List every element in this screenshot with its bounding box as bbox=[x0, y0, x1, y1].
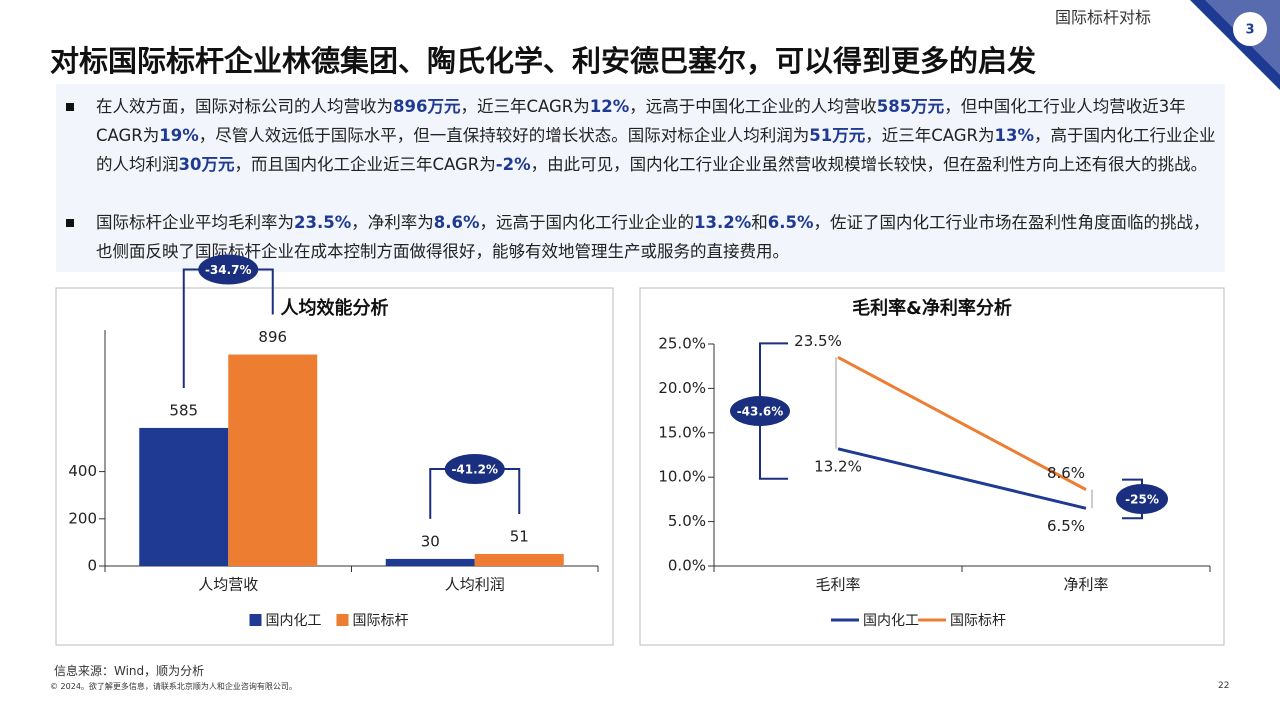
y-tick-label: 400 bbox=[68, 462, 97, 480]
annotation-pill bbox=[730, 396, 790, 427]
chart-frame bbox=[55, 287, 614, 646]
chart-title: 毛利率&净利率分析 bbox=[852, 297, 1012, 319]
highlight: 13.2% bbox=[694, 213, 752, 232]
y-tick-label: 25.0% bbox=[658, 335, 706, 353]
data-label: 8.6% bbox=[1047, 464, 1085, 482]
highlight: 6.5% bbox=[767, 213, 814, 232]
highlight: 13% bbox=[994, 126, 1035, 145]
line bbox=[837, 355, 1087, 491]
text: ，远高于中国化工企业的人均营收 bbox=[629, 97, 877, 116]
y-tick-label: 10.0% bbox=[658, 468, 706, 486]
highlight: 8.6% bbox=[433, 213, 480, 232]
data-label: 585 bbox=[169, 401, 198, 419]
text: ，由此可见，国内化工行业企业虽然营收规模增长较快，但在盈利性方向上还有很大的挑战… bbox=[530, 155, 1208, 174]
legend-swatch bbox=[249, 614, 262, 626]
bar bbox=[228, 354, 318, 566]
y-tick-label: 0.0% bbox=[668, 557, 706, 575]
bullet-box: 在人效方面，国际对标公司的人均营收为896万元，近三年CAGR为12%，远高于中… bbox=[56, 84, 1225, 272]
annotation-pill bbox=[1116, 483, 1168, 514]
chart-frame bbox=[639, 287, 1225, 646]
source: 信息来源：Wind，顺为分析 bbox=[54, 664, 205, 678]
text: ，佐证了国内化工行业市场在盈利性角度面临的挑战，也侧面反映了国际标杆企业在成本控… bbox=[96, 213, 1210, 261]
text: 国际标杆企业平均毛利率为 bbox=[96, 213, 294, 232]
text: ，尽管人效远低于国际水平，但一直保持较好的增长状态。国际对标企业人均利润为 bbox=[198, 126, 810, 145]
annotation: -25% bbox=[1125, 492, 1159, 506]
annotation-pill bbox=[198, 254, 259, 285]
footer: © 2024。欲了解更多信息，请联系北京顺为人和企业咨询有限公司。 bbox=[50, 682, 297, 691]
highlight: 30万元 bbox=[178, 155, 235, 174]
badge: 3 bbox=[1245, 23, 1254, 38]
highlight: 12% bbox=[589, 97, 630, 116]
highlight: 19% bbox=[159, 126, 199, 145]
text: ，而且国内化工企业近三年CAGR为 bbox=[234, 155, 496, 174]
y-tick-label: 200 bbox=[68, 509, 97, 527]
x-tick-label: 人均利润 bbox=[445, 576, 505, 594]
slide-title: 对标国际标杆企业林德集团、陶氏化学、利安德巴塞尔，可以得到更多的启发 bbox=[50, 44, 1037, 78]
annotation: -41.2% bbox=[451, 462, 498, 476]
data-label: 51 bbox=[510, 527, 529, 545]
text: ，高于国内化工行业企业的人均利润 bbox=[96, 126, 1216, 174]
data-label: 896 bbox=[258, 328, 287, 346]
highlight: -2% bbox=[495, 155, 531, 174]
page-number: 22 bbox=[1218, 681, 1230, 691]
x-tick-label: 人均营收 bbox=[198, 576, 258, 594]
annotation: -43.6% bbox=[737, 405, 784, 419]
data-label: 23.5% bbox=[794, 332, 842, 350]
text: 在人效方面，国际对标公司的人均营收为 bbox=[96, 97, 393, 116]
highlight: 51万元 bbox=[809, 126, 866, 145]
legend-label: 国际标杆 bbox=[950, 613, 1006, 629]
y-tick-label: 0 bbox=[87, 557, 97, 575]
annotation: -34.7% bbox=[205, 263, 252, 277]
highlight: 23.5% bbox=[294, 213, 352, 232]
x-tick-label: 毛利率 bbox=[815, 576, 860, 594]
y-tick-label: 5.0% bbox=[668, 512, 706, 530]
highlight: 585万元 bbox=[876, 97, 945, 116]
bullet: 在人效方面，国际对标公司的人均营收为896万元，近三年CAGR为12%，远高于中… bbox=[66, 92, 1216, 179]
data-label: 30 bbox=[421, 532, 440, 550]
legend-label: 国内化工 bbox=[266, 613, 322, 629]
data-label: 13.2% bbox=[814, 457, 862, 475]
text: ，但中国化工行业人均营收近3年CAGR为 bbox=[96, 97, 1186, 145]
legend-label: 国际标杆 bbox=[353, 613, 409, 629]
bar bbox=[139, 427, 229, 566]
bar bbox=[474, 553, 564, 566]
text: ，净利率为 bbox=[351, 213, 434, 232]
text: 和 bbox=[751, 213, 768, 232]
y-tick-label: 15.0% bbox=[658, 423, 706, 441]
text: ，近三年CAGR为 bbox=[460, 97, 590, 116]
chart-title: 人均效能分析 bbox=[281, 297, 389, 319]
line bbox=[837, 447, 1087, 510]
x-tick-label: 净利率 bbox=[1063, 576, 1108, 594]
annotation-pill bbox=[444, 453, 505, 484]
bar bbox=[385, 558, 475, 566]
y-tick-label: 20.0% bbox=[658, 379, 706, 397]
badge-circle bbox=[1233, 12, 1267, 46]
bullet: 国际标杆企业平均毛利率为23.5%，净利率为8.6%，远高于国内化工行业企业的1… bbox=[66, 208, 1216, 266]
legend-label: 国内化工 bbox=[863, 613, 919, 629]
text: ，远高于国内化工行业企业的 bbox=[479, 213, 695, 232]
data-label: 6.5% bbox=[1047, 517, 1085, 535]
highlight: 896万元 bbox=[393, 97, 461, 116]
section-label: 国际标杆对标 bbox=[1055, 8, 1152, 27]
legend-swatch bbox=[336, 614, 349, 626]
text: ，近三年CAGR为 bbox=[865, 126, 995, 145]
